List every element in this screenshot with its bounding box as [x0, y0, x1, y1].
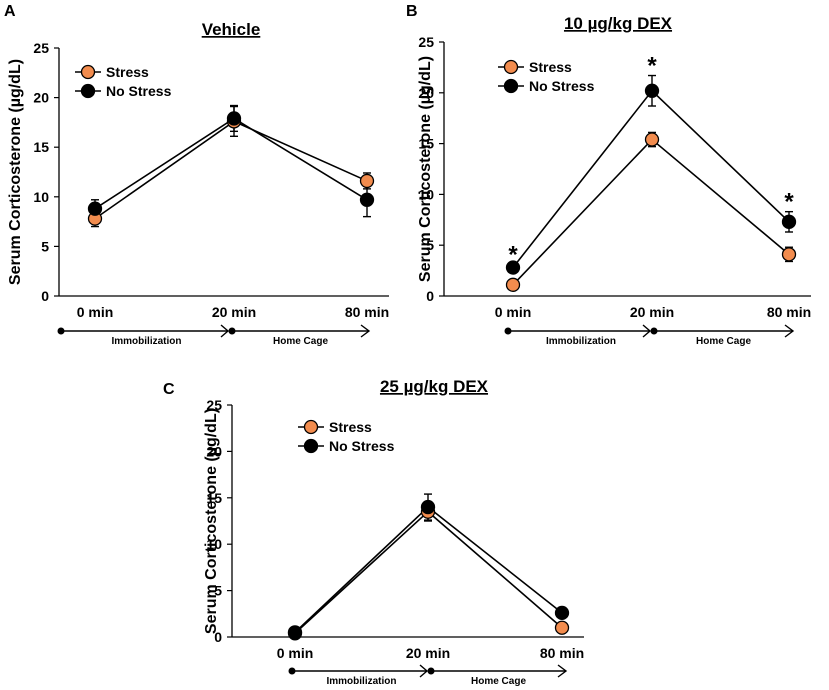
- y-tick-label: 10: [418, 186, 434, 202]
- y-tick-label: 15: [33, 139, 49, 155]
- data-point: [644, 83, 660, 98]
- legend-label: No Stress: [106, 83, 172, 99]
- y-tick-label: 0: [426, 288, 434, 304]
- y-tick-label: 10: [33, 189, 49, 205]
- data-point: [781, 247, 797, 262]
- panel-title: Vehicle: [202, 20, 261, 39]
- y-axis-label: Serum Corticosterone (µg/dL): [417, 56, 434, 282]
- significance-star: *: [784, 189, 794, 216]
- series-line: [294, 506, 563, 633]
- x-tick-label: 20 min: [212, 304, 256, 320]
- phase-arrow-head: [557, 664, 568, 678]
- y-tick-label: 0: [41, 288, 49, 304]
- series-stress: [291, 501, 566, 636]
- legend-label: Stress: [329, 419, 372, 435]
- y-tick-label: 5: [426, 237, 434, 253]
- y-tick-label: 15: [418, 136, 434, 152]
- legend-label: Stress: [529, 59, 572, 75]
- data-point: [554, 620, 570, 635]
- x-tick-label: 0 min: [77, 304, 114, 320]
- data-point: [87, 201, 103, 216]
- x-tick-label: 0 min: [495, 304, 532, 320]
- x-tick-label: 80 min: [540, 645, 584, 661]
- y-tick-label: 0: [214, 629, 222, 645]
- series-line: [512, 138, 790, 286]
- phase-label: Home Cage: [471, 676, 526, 687]
- x-tick-label: 20 min: [630, 304, 674, 320]
- data-point: [505, 277, 521, 292]
- data-point: [420, 499, 436, 515]
- data-point: [781, 214, 797, 229]
- legend-marker: [80, 64, 96, 80]
- data-point: [287, 625, 303, 640]
- phase-label: Immobilization: [327, 676, 397, 687]
- y-axis-label: Serum Corticosterone (µg/dL): [7, 59, 24, 285]
- legend-label: No Stress: [329, 438, 395, 454]
- legend-marker: [503, 78, 519, 94]
- legend-marker: [80, 83, 96, 99]
- panel-label: C: [163, 381, 175, 398]
- panel-title: 25 µg/kg DEX: [380, 377, 489, 396]
- phase-arrow-head: [419, 664, 429, 678]
- data-point: [359, 173, 375, 189]
- x-tick-label: 80 min: [345, 304, 389, 320]
- phase-label: Home Cage: [273, 336, 328, 347]
- y-tick-label: 15: [206, 490, 222, 506]
- panel-title: 10 µg/kg DEX: [564, 14, 673, 33]
- data-point: [554, 605, 570, 621]
- legend-marker: [503, 59, 519, 75]
- panel-b: B 10 µg/kg DEX 0 5 10 15 20 25 Serum Corticoster…: [406, 3, 811, 347]
- data-point: [359, 192, 375, 207]
- x-tick-label: 0 min: [277, 645, 314, 661]
- legend-label: No Stress: [529, 78, 595, 94]
- legend-marker: [303, 438, 319, 454]
- y-tick-label: 20: [33, 90, 49, 106]
- phase-arrow-head: [360, 324, 371, 338]
- y-tick-label: 20: [418, 85, 434, 101]
- panel-a: A Vehicle 0 5 10 15 20 25 Serum Corticosterone (…: [4, 3, 389, 347]
- y-tick-label: 5: [41, 238, 49, 254]
- phase-arrow-head: [642, 324, 652, 338]
- y-tick-label: 25: [206, 397, 222, 413]
- phase-label: Immobilization: [546, 336, 616, 347]
- y-axis-label: Serum Corticosterone (µg/dL): [203, 408, 220, 634]
- series-stress: [509, 131, 793, 289]
- series-line: [294, 510, 563, 634]
- data-point: [505, 260, 521, 275]
- x-tick-label: 20 min: [406, 645, 450, 661]
- y-tick-label: 5: [214, 583, 222, 599]
- phase-arrow-head: [220, 324, 230, 338]
- legend-marker: [303, 419, 319, 435]
- phase-arrow-head: [784, 324, 795, 338]
- y-tick-label: 25: [418, 34, 434, 50]
- series-no-stress: [509, 74, 793, 272]
- phase-label: Immobilization: [112, 336, 182, 347]
- y-tick-label: 25: [33, 40, 49, 56]
- y-tick-label: 10: [206, 536, 222, 552]
- data-point: [226, 111, 242, 126]
- y-tick-label: 20: [206, 443, 222, 459]
- phase-label: Home Cage: [696, 336, 751, 347]
- data-point: [644, 132, 660, 147]
- x-tick-label: 80 min: [767, 304, 811, 320]
- legend-label: Stress: [106, 64, 149, 80]
- significance-star: *: [647, 53, 657, 80]
- panel-label: B: [406, 3, 418, 20]
- panel-label: A: [4, 3, 16, 20]
- significance-star: *: [508, 242, 518, 269]
